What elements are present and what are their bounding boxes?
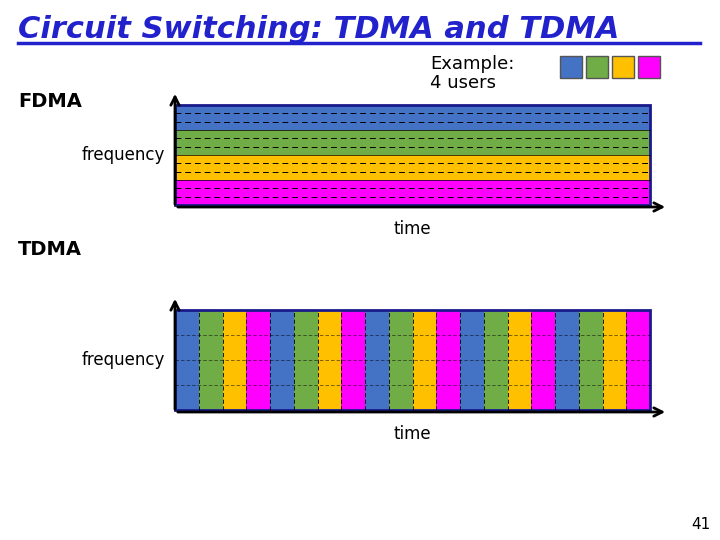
Text: FDMA: FDMA: [18, 92, 82, 111]
Text: Circuit Switching: TDMA and TDMA: Circuit Switching: TDMA and TDMA: [18, 15, 619, 44]
Bar: [341, 310, 365, 410]
Bar: [626, 310, 650, 410]
Text: 4 users: 4 users: [430, 74, 496, 92]
Bar: [638, 56, 660, 78]
Text: TDMA: TDMA: [18, 240, 82, 259]
Bar: [531, 310, 555, 410]
Bar: [555, 310, 579, 410]
Bar: [175, 310, 650, 410]
Bar: [294, 310, 318, 410]
Bar: [389, 310, 413, 410]
Text: frequency: frequency: [81, 351, 165, 369]
Bar: [586, 56, 608, 78]
Bar: [175, 105, 650, 130]
Bar: [246, 310, 270, 410]
Bar: [460, 310, 484, 410]
Bar: [603, 310, 626, 410]
Bar: [579, 310, 603, 410]
Bar: [175, 105, 650, 205]
Text: Example:: Example:: [430, 55, 514, 73]
Bar: [508, 310, 531, 410]
Bar: [270, 310, 294, 410]
Text: time: time: [394, 425, 431, 443]
Bar: [175, 180, 650, 205]
Bar: [560, 56, 582, 78]
Bar: [175, 155, 650, 180]
Bar: [413, 310, 436, 410]
Bar: [365, 310, 389, 410]
Bar: [222, 310, 246, 410]
Bar: [612, 56, 634, 78]
Bar: [436, 310, 460, 410]
Bar: [175, 130, 650, 155]
Bar: [199, 310, 222, 410]
Text: frequency: frequency: [81, 146, 165, 164]
Text: time: time: [394, 220, 431, 238]
Bar: [484, 310, 508, 410]
Bar: [318, 310, 341, 410]
Text: 41: 41: [690, 517, 710, 532]
Bar: [175, 310, 199, 410]
